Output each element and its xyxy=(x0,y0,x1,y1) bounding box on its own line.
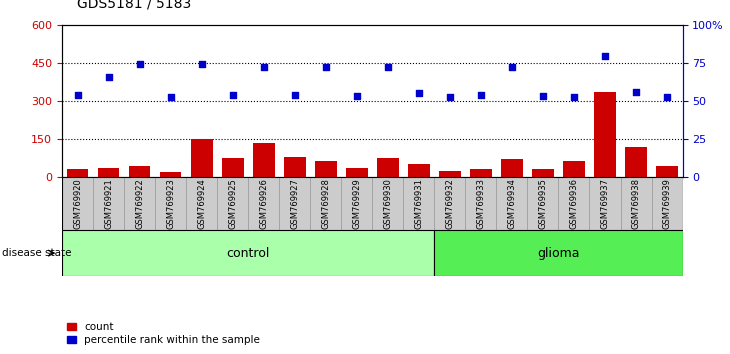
Text: GSM769939: GSM769939 xyxy=(663,178,672,229)
Point xyxy=(351,93,363,99)
FancyBboxPatch shape xyxy=(558,177,590,230)
Point xyxy=(568,94,580,100)
FancyBboxPatch shape xyxy=(310,177,342,230)
FancyBboxPatch shape xyxy=(434,230,683,276)
Bar xyxy=(66,170,88,177)
Point xyxy=(661,94,673,100)
Text: GSM769927: GSM769927 xyxy=(291,178,299,229)
Bar xyxy=(594,92,616,177)
FancyBboxPatch shape xyxy=(218,177,248,230)
Bar xyxy=(408,164,430,177)
FancyBboxPatch shape xyxy=(434,177,466,230)
Point xyxy=(630,89,642,95)
Text: GSM769931: GSM769931 xyxy=(415,178,423,229)
Text: GSM769933: GSM769933 xyxy=(477,178,485,229)
Point xyxy=(599,54,611,59)
Bar xyxy=(563,160,585,177)
Text: glioma: glioma xyxy=(537,247,580,259)
FancyBboxPatch shape xyxy=(248,177,279,230)
FancyBboxPatch shape xyxy=(528,177,558,230)
FancyBboxPatch shape xyxy=(496,177,528,230)
FancyBboxPatch shape xyxy=(404,177,434,230)
Text: GSM769938: GSM769938 xyxy=(631,178,640,229)
Point xyxy=(413,90,425,96)
Text: control: control xyxy=(226,247,270,259)
Point xyxy=(506,64,518,69)
Text: GSM769922: GSM769922 xyxy=(135,178,144,229)
FancyBboxPatch shape xyxy=(652,177,683,230)
Text: GSM769934: GSM769934 xyxy=(507,178,516,229)
FancyBboxPatch shape xyxy=(466,177,496,230)
FancyBboxPatch shape xyxy=(93,177,124,230)
Bar xyxy=(98,168,120,177)
Point xyxy=(444,94,456,100)
FancyBboxPatch shape xyxy=(155,177,186,230)
FancyBboxPatch shape xyxy=(279,177,310,230)
Bar xyxy=(439,171,461,177)
Bar xyxy=(377,158,399,177)
Bar xyxy=(128,166,150,177)
Point xyxy=(103,74,115,80)
Point xyxy=(320,64,331,69)
Text: GSM769936: GSM769936 xyxy=(569,178,578,229)
FancyBboxPatch shape xyxy=(62,177,93,230)
Bar xyxy=(656,166,678,177)
Point xyxy=(475,92,487,97)
Bar xyxy=(625,147,647,177)
Text: GSM769926: GSM769926 xyxy=(259,178,268,229)
Text: GSM769937: GSM769937 xyxy=(601,178,610,229)
Text: GSM769920: GSM769920 xyxy=(73,178,82,229)
FancyBboxPatch shape xyxy=(620,177,652,230)
Point xyxy=(289,92,301,97)
Text: GSM769923: GSM769923 xyxy=(166,178,175,229)
Bar xyxy=(191,139,212,177)
Point xyxy=(72,92,83,97)
Point xyxy=(134,61,145,67)
Legend: count, percentile rank within the sample: count, percentile rank within the sample xyxy=(67,322,260,345)
Text: GSM769924: GSM769924 xyxy=(197,178,206,229)
Point xyxy=(165,94,177,100)
Bar xyxy=(222,158,244,177)
Bar xyxy=(470,170,492,177)
Text: GSM769921: GSM769921 xyxy=(104,178,113,229)
FancyBboxPatch shape xyxy=(62,230,434,276)
Bar xyxy=(160,172,182,177)
Point xyxy=(227,92,239,97)
Point xyxy=(258,64,269,69)
Point xyxy=(382,64,393,69)
Text: GSM769935: GSM769935 xyxy=(539,178,548,229)
Bar xyxy=(315,160,337,177)
FancyBboxPatch shape xyxy=(186,177,218,230)
Bar xyxy=(501,159,523,177)
Text: GSM769928: GSM769928 xyxy=(321,178,330,229)
Text: GSM769929: GSM769929 xyxy=(353,178,361,229)
Text: GSM769925: GSM769925 xyxy=(228,178,237,229)
Text: disease state: disease state xyxy=(2,248,72,258)
Point xyxy=(196,61,207,67)
Text: GSM769930: GSM769930 xyxy=(383,178,392,229)
Text: GDS5181 / 5183: GDS5181 / 5183 xyxy=(77,0,191,11)
Bar xyxy=(532,170,554,177)
Bar xyxy=(284,157,306,177)
FancyBboxPatch shape xyxy=(342,177,372,230)
Point xyxy=(537,93,549,99)
FancyBboxPatch shape xyxy=(372,177,404,230)
Bar xyxy=(346,168,368,177)
Bar xyxy=(253,143,274,177)
FancyBboxPatch shape xyxy=(590,177,620,230)
Text: GSM769932: GSM769932 xyxy=(445,178,454,229)
FancyBboxPatch shape xyxy=(124,177,155,230)
